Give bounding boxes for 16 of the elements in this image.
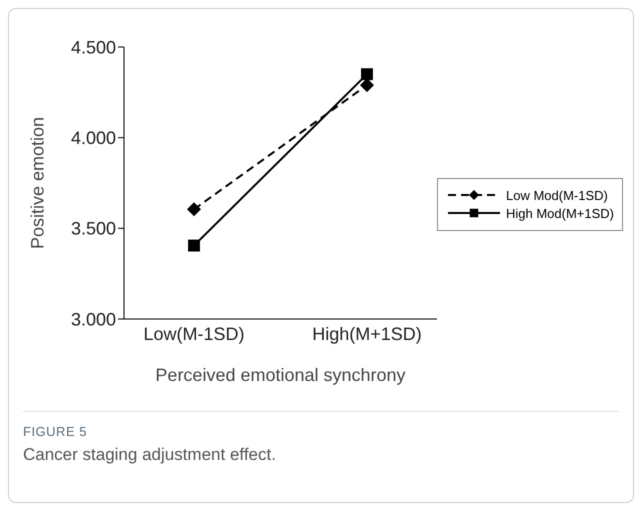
legend-label: High Mod(M+1SD) <box>506 206 614 220</box>
point <box>361 68 373 80</box>
point <box>360 78 374 92</box>
point <box>188 240 200 252</box>
y-tick-label: 3.500 <box>70 218 116 239</box>
y-axis-title: Positive emotion <box>27 116 48 250</box>
text: Cancer staging adjustment effect. <box>23 445 277 465</box>
caption: FIGURE 5 <box>23 424 88 439</box>
point <box>187 202 201 216</box>
x-tick-label: Low(M-1SD) <box>143 324 245 344</box>
y-tick-label: 3.000 <box>70 309 116 330</box>
legend-label: Low Mod(M-1SD) <box>506 188 608 202</box>
y-tick-label: 4.000 <box>70 128 116 148</box>
x-axis-title: Perceived emotional synchrony <box>155 365 406 385</box>
y-tick-label: 4.500 <box>70 37 116 58</box>
x-tick-label: High(M+1SD) <box>312 324 422 344</box>
